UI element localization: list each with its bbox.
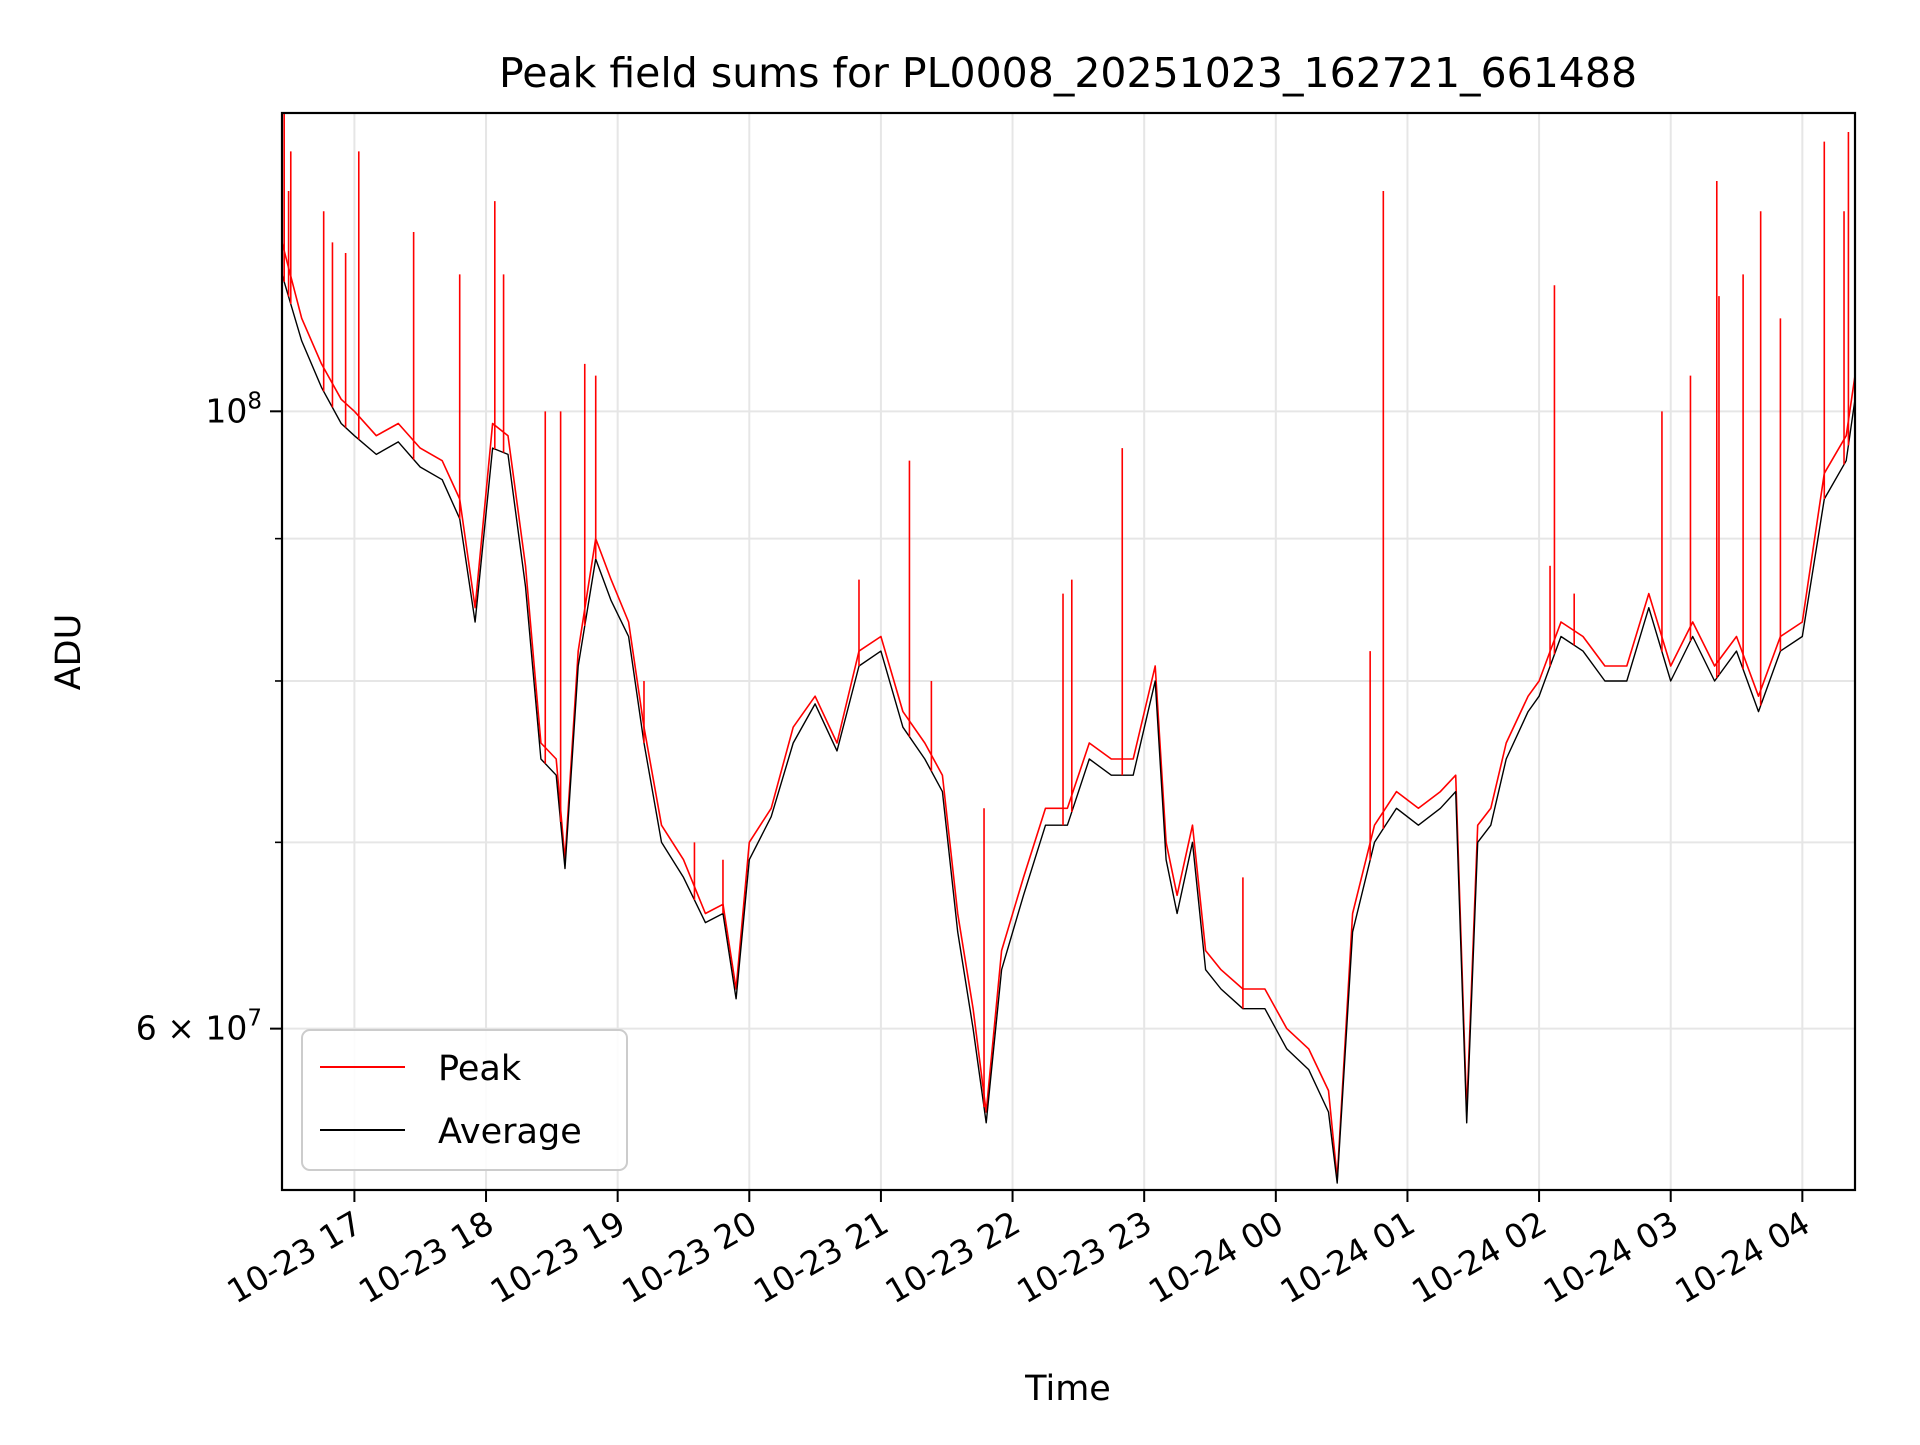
series-line-average [281,274,1856,1184]
plot-frame [280,111,1857,1192]
chart-title: Peak field sums for PL0008_20251023_1627… [499,49,1637,97]
grid-lines [282,113,1855,1190]
series-line-peak [281,242,1856,1180]
series-layer [281,113,1856,1184]
x-axis-label: Time [1024,1369,1111,1409]
legend: Peak Average [301,1029,628,1171]
y-axis-label: ADU [49,614,89,691]
legend-peak-label: Peak [438,1049,522,1089]
y-tick-label: 6 × 107 [136,1006,262,1048]
legend-average-label: Average [438,1112,582,1152]
legend-box [301,1029,628,1171]
y-tick-label: 108 [205,388,262,430]
